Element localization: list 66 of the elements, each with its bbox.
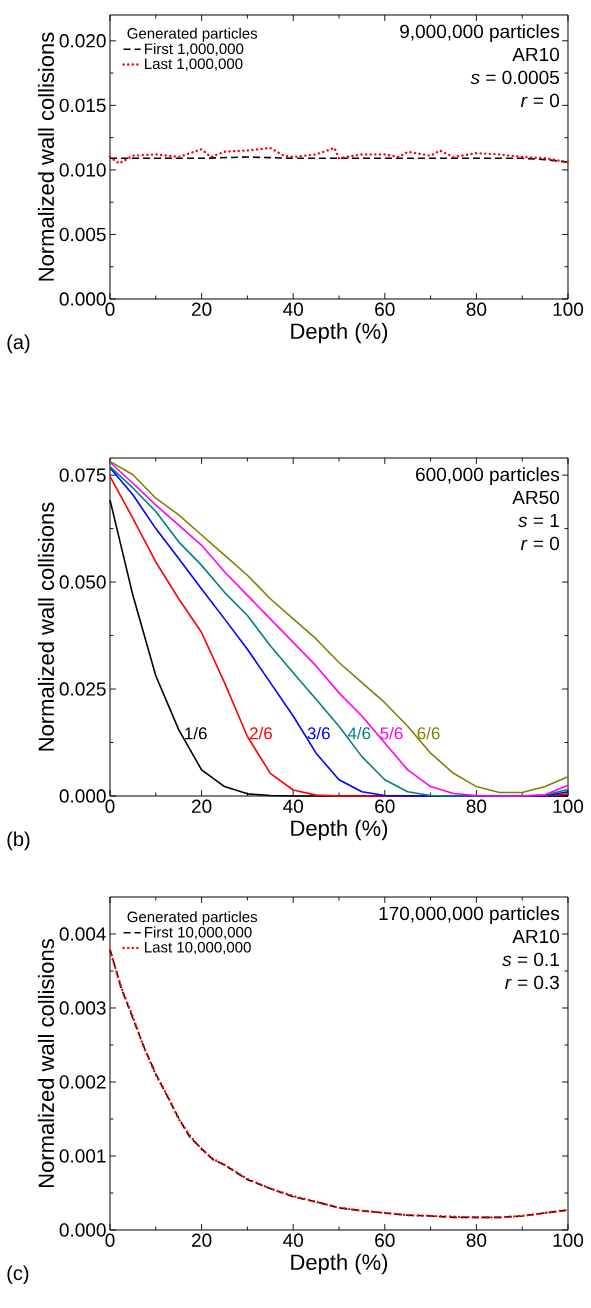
series-label: 5/6 bbox=[380, 726, 403, 740]
legend-title: Generated particles bbox=[127, 27, 258, 42]
legend-label: First 10,000,000 bbox=[145, 926, 252, 940]
x-axis-title: Depth (%) bbox=[291, 1253, 388, 1275]
text: (c) bbox=[7, 1265, 29, 1285]
series-label: 1/6 bbox=[185, 726, 207, 740]
x-tick-label: 40 bbox=[283, 302, 304, 316]
x-tick-label: 80 bbox=[466, 1233, 487, 1247]
text: (a) bbox=[7, 334, 30, 354]
x-tick-label: 100 bbox=[553, 799, 584, 813]
y-tick-label: 0.000 bbox=[59, 789, 106, 803]
annotation: s = 0.1 bbox=[502, 952, 559, 967]
x-tick-label: 100 bbox=[553, 302, 584, 316]
y-tick-label: 0.001 bbox=[59, 1149, 106, 1163]
annotation: 9,000,000 particles bbox=[400, 24, 560, 42]
x-tick-label: 60 bbox=[375, 799, 395, 813]
series-label: 3/6 bbox=[307, 726, 330, 740]
x-tick-label: 20 bbox=[191, 302, 212, 316]
x-tick-label: 40 bbox=[283, 1233, 304, 1247]
y-axis-title: Normalized wall collisions bbox=[37, 32, 55, 281]
x-tick-label: 20 bbox=[191, 1233, 212, 1247]
y-axis-title: Normalized wall collisions bbox=[37, 939, 55, 1187]
y-tick-label: 0.015 bbox=[59, 98, 106, 113]
y-tick-label: 0.010 bbox=[59, 163, 106, 177]
annotation: r = 0.3 bbox=[505, 975, 559, 990]
y-axis-title: Normalized wall collisions bbox=[37, 502, 55, 751]
x-tick-label: 60 bbox=[375, 1233, 395, 1247]
legend-label: Last 1,000,000 bbox=[145, 58, 243, 71]
annotation: AR10 bbox=[512, 929, 560, 944]
y-tick-label: 0.000 bbox=[59, 292, 106, 306]
line-series bbox=[108, 146, 570, 165]
y-tick-label: 0.000 bbox=[59, 1223, 106, 1237]
annotation: r = 0 bbox=[520, 93, 560, 108]
y-tick-label: 0.002 bbox=[59, 1075, 106, 1089]
annotation: 600,000 particles bbox=[416, 467, 560, 485]
x-tick-label: 100 bbox=[553, 1233, 584, 1247]
annotation: s = 0.0005 bbox=[470, 70, 559, 85]
series-label: 2/6 bbox=[250, 726, 273, 740]
text: (b) bbox=[7, 831, 30, 851]
y-tick-label: 0.020 bbox=[59, 34, 106, 48]
y-tick-label: 0.003 bbox=[59, 1001, 106, 1015]
x-tick-label: 80 bbox=[466, 799, 487, 813]
annotation: r = 0 bbox=[520, 536, 560, 551]
y-tick-label: 0.004 bbox=[59, 927, 106, 941]
x-tick-label: 40 bbox=[283, 799, 304, 813]
series-label: 6/6 bbox=[417, 726, 440, 740]
y-tick-label: 0.075 bbox=[59, 468, 106, 482]
legend-title: Generated particles bbox=[127, 911, 258, 926]
y-tick-label: 0.050 bbox=[59, 575, 106, 589]
x-tick-label: 0 bbox=[105, 302, 115, 316]
y-tick-label: 0.025 bbox=[59, 682, 106, 696]
legend-label: First 1,000,000 bbox=[145, 43, 244, 56]
y-tick-label: 0.005 bbox=[59, 227, 106, 242]
x-axis-title: Depth (%) bbox=[291, 819, 388, 841]
annotation: 170,000,000 particles bbox=[379, 906, 560, 924]
x-tick-label: 20 bbox=[191, 799, 212, 813]
x-tick-label: 0 bbox=[105, 799, 115, 813]
x-tick-label: 0 bbox=[105, 1233, 115, 1247]
series-label: 4/6 bbox=[347, 726, 371, 740]
annotation: AR50 bbox=[512, 490, 560, 505]
x-tick-label: 60 bbox=[375, 302, 395, 316]
x-tick-label: 80 bbox=[466, 302, 487, 316]
x-axis-title: Depth (%) bbox=[291, 322, 388, 344]
annotation: AR10 bbox=[512, 47, 560, 62]
annotation: s = 1 bbox=[518, 513, 559, 528]
legend-label: Last 10,000,000 bbox=[145, 941, 251, 955]
